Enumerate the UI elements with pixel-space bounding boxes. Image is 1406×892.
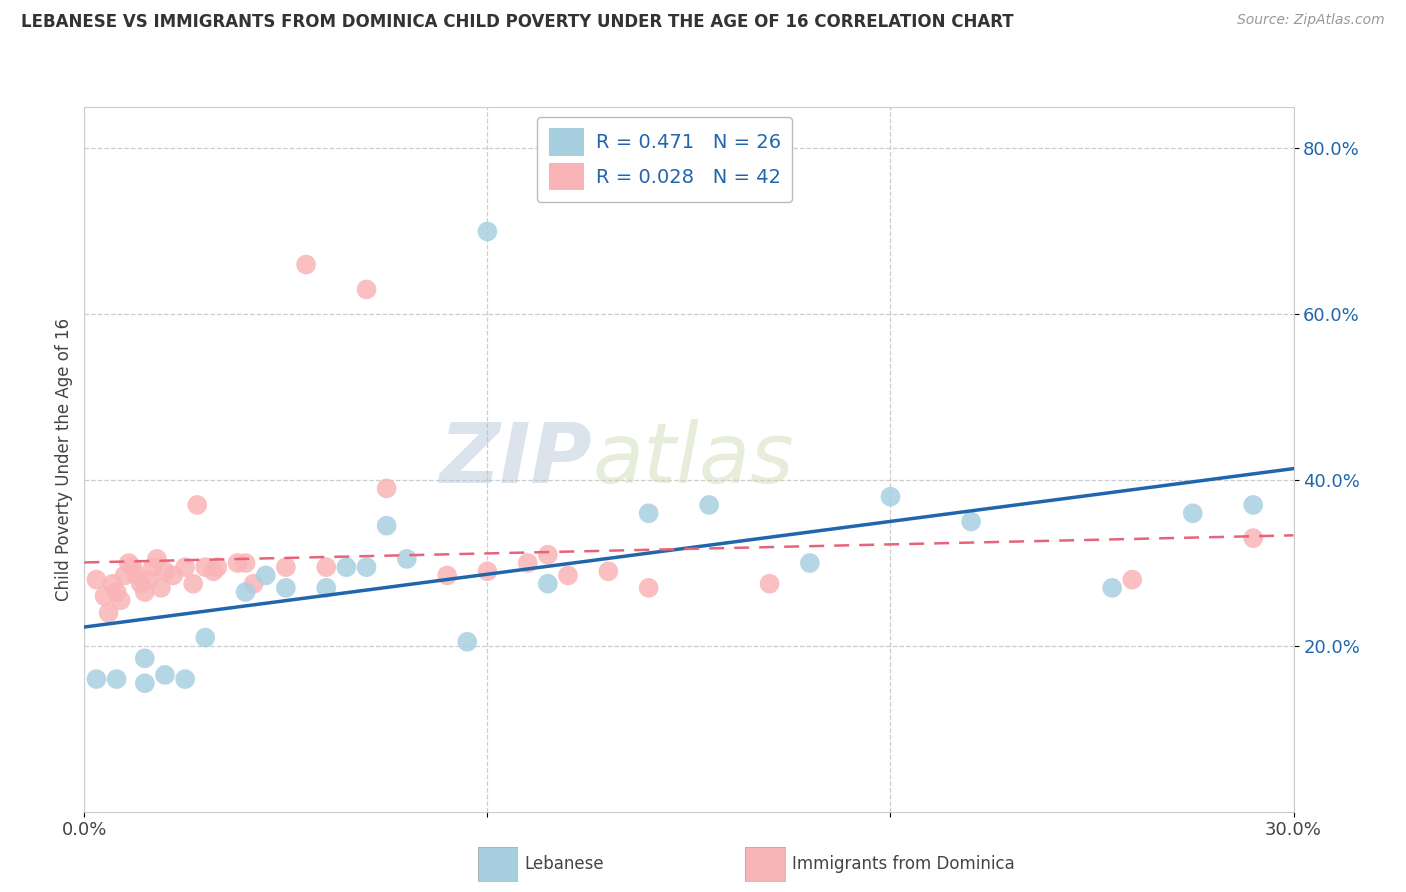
Point [1101,581,1123,595]
Point [516,556,538,570]
Point [477,564,499,578]
Point [129,576,152,591]
Point [194,560,217,574]
Y-axis label: Child Poverty Under the Age of 16: Child Poverty Under the Age of 16 [55,318,73,601]
Point [436,568,458,582]
Point [375,482,398,496]
Point [134,585,156,599]
Point [1241,531,1264,545]
Point [254,568,277,582]
Point [879,490,901,504]
Point [315,560,337,574]
Point [110,593,132,607]
Point [114,568,136,582]
Point [1241,498,1264,512]
Point [356,560,378,574]
Point [356,282,378,296]
Legend: R = 0.471   N = 26, R = 0.028   N = 42: R = 0.471 N = 26, R = 0.028 N = 42 [537,117,793,202]
Point [1181,506,1204,520]
Point [121,560,143,574]
Point [142,560,165,574]
Text: ZIP: ZIP [440,419,592,500]
Point [105,585,128,599]
Point [335,560,357,574]
Point [375,518,398,533]
Point [274,581,297,595]
Point [125,568,148,582]
Point [86,573,108,587]
Point [186,498,208,512]
Point [105,672,128,686]
Point [235,585,257,599]
Point [97,606,120,620]
Point [960,515,983,529]
Point [226,556,249,570]
Point [315,581,337,595]
Point [477,224,499,238]
Point [153,564,176,578]
Text: LEBANESE VS IMMIGRANTS FROM DOMINICA CHILD POVERTY UNDER THE AGE OF 16 CORRELATI: LEBANESE VS IMMIGRANTS FROM DOMINICA CHI… [21,13,1014,31]
Point [101,576,124,591]
Text: atlas: atlas [592,419,794,500]
Point [134,651,156,665]
Point [242,576,264,591]
Point [697,498,720,512]
Point [295,258,318,272]
Point [235,556,257,570]
Point [174,560,197,574]
Point [162,568,184,582]
Point [207,560,229,574]
Point [86,672,108,686]
Point [134,676,156,690]
Text: Source: ZipAtlas.com: Source: ZipAtlas.com [1237,13,1385,28]
Point [456,634,478,648]
Point [598,564,620,578]
Point [118,556,141,570]
Point [395,552,418,566]
Point [202,564,225,578]
Point [174,672,197,686]
Point [537,548,560,562]
Point [557,568,579,582]
Point [194,631,217,645]
Point [274,560,297,574]
Point [149,581,172,595]
Point [181,576,204,591]
Point [1121,573,1143,587]
Point [799,556,821,570]
Point [93,589,115,603]
Point [146,552,169,566]
Point [537,576,560,591]
Point [637,581,659,595]
Text: Lebanese: Lebanese [524,855,605,873]
Point [758,576,780,591]
Point [153,668,176,682]
Point [138,573,160,587]
Point [637,506,659,520]
Text: Immigrants from Dominica: Immigrants from Dominica [792,855,1014,873]
